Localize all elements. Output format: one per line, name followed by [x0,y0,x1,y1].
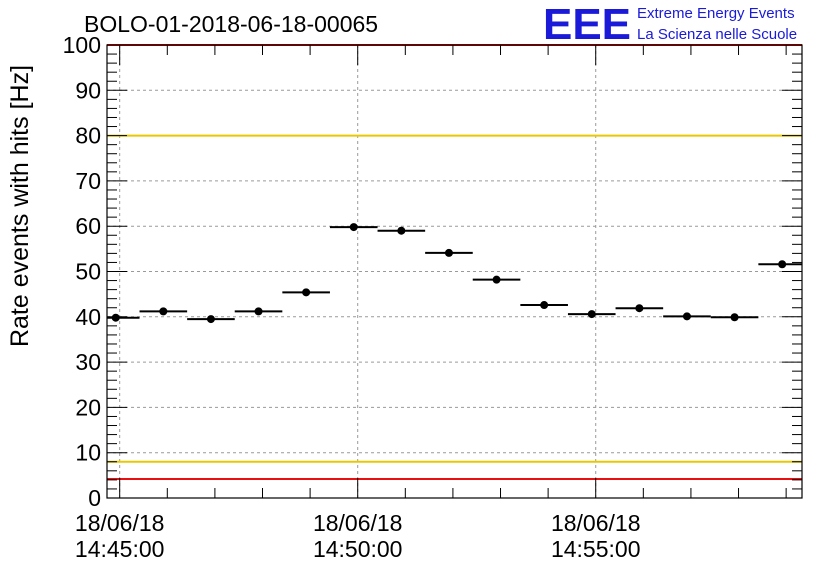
data-point [492,275,501,284]
data-points [107,223,802,324]
y-tick-label: 50 [75,259,101,285]
data-point [635,304,644,313]
y-tick-label: 100 [63,32,101,58]
data-point [159,307,168,316]
grid [107,45,802,498]
y-tick-label: 80 [75,123,101,149]
logo-mark: EEE [543,0,631,49]
x-tick-label-date: 18/06/18 [75,510,165,536]
y-tick-label: 70 [75,168,101,194]
x-tick-label-time: 14:55:00 [551,536,641,562]
logo-line2: La Scienza nelle Scuole [637,26,797,43]
x-tick-label-date: 18/06/18 [551,510,641,536]
y-tick-labels: 0 10 20 30 40 50 60 70 80 90 100 [63,32,101,511]
data-point [302,288,311,297]
logo-line1: Extreme Energy Events [637,5,795,22]
reference-lines [107,44,802,480]
y-tick-label: 60 [75,213,101,239]
y-tick-label: 30 [75,349,101,375]
x-tick-label-time: 14:45:00 [75,536,165,562]
data-point [682,312,691,321]
data-point [444,248,453,257]
data-point [206,315,215,324]
data-point [730,313,739,322]
data-point [349,223,358,232]
x-tick-label-date: 18/06/18 [313,510,403,536]
data-point [587,310,596,319]
x-tick-label-time: 14:50:00 [313,536,403,562]
y-tick-label: 40 [75,304,101,330]
data-point [540,301,549,310]
data-point [111,313,120,322]
y-axis-label: Rate events with hits [Hz] [6,65,34,347]
eee-logo: EEE Extreme Energy Events La Scienza nel… [543,0,797,49]
data-point [397,226,406,235]
data-point [778,260,787,269]
axes [106,44,803,499]
chart-title: BOLO-01-2018-06-18-00065 [84,11,378,37]
y-tick-label: 20 [75,394,101,420]
y-tick-label: 10 [75,440,101,466]
data-point [254,307,263,316]
y-tick-label: 90 [75,77,101,103]
x-tick-labels: 18/06/1814:45:0018/06/1814:50:0018/06/18… [75,510,641,562]
y-tick-label: 0 [88,485,101,511]
